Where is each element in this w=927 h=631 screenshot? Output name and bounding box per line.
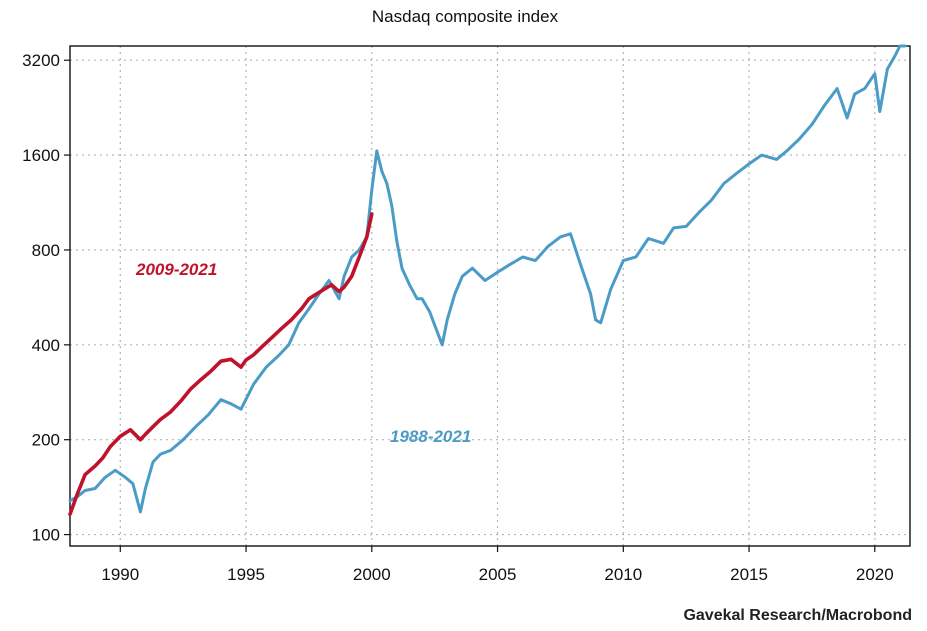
chart-title: Nasdaq composite index <box>372 7 559 26</box>
y-axis-tick-labels: 100 200 400 800 1600 3200 <box>22 51 60 544</box>
series-label-2009-2021: 2009-2021 <box>135 260 217 279</box>
grid-lines <box>64 46 910 552</box>
y-tick-label-100: 100 <box>32 526 60 545</box>
y-tick-label-3200: 3200 <box>22 51 60 70</box>
x-tick-label-2005: 2005 <box>479 565 517 584</box>
x-tick-label-1990: 1990 <box>101 565 139 584</box>
x-axis-tick-labels: 1990 1995 2000 2005 2010 2015 2020 <box>101 565 893 584</box>
y-tick-label-800: 800 <box>32 241 60 260</box>
series-label-1988-2021: 1988-2021 <box>390 427 471 446</box>
source-credit: Gavekal Research/Macrobond <box>683 607 912 624</box>
y-tick-label-400: 400 <box>32 336 60 355</box>
x-tick-label-2015: 2015 <box>730 565 768 584</box>
y-tick-label-1600: 1600 <box>22 146 60 165</box>
series-layer <box>68 44 907 517</box>
x-tick-label-1995: 1995 <box>227 565 265 584</box>
series-line-2009-2021 <box>68 212 374 517</box>
x-tick-label-2010: 2010 <box>604 565 642 584</box>
x-tick-label-2000: 2000 <box>353 565 391 584</box>
plot-frame <box>69 45 911 547</box>
y-tick-label-200: 200 <box>32 431 60 450</box>
x-tick-label-2020: 2020 <box>856 565 894 584</box>
series-line-1988-2021 <box>68 44 907 514</box>
